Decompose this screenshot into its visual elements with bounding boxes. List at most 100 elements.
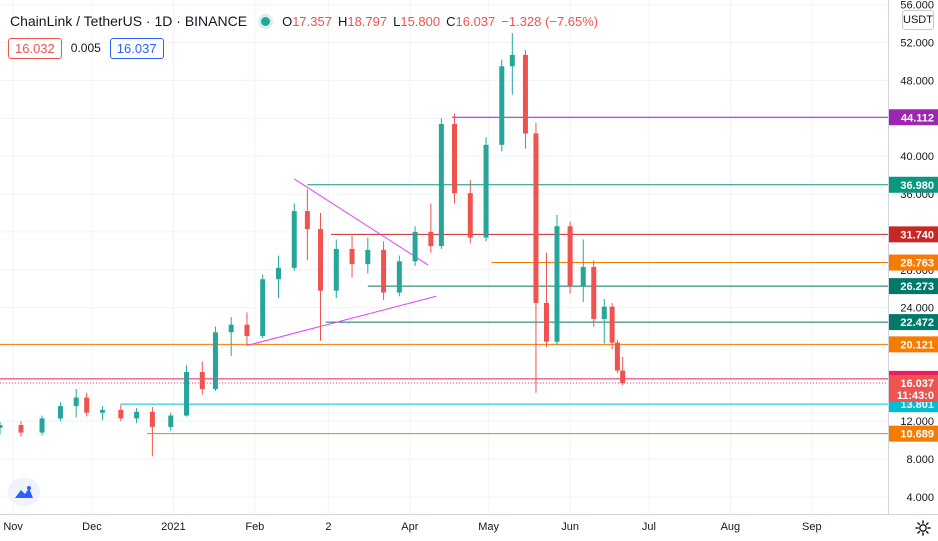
x-tick-label: Dec (82, 521, 102, 533)
candle-body (304, 211, 310, 230)
candle-body (483, 144, 489, 238)
candle-body (39, 418, 45, 433)
x-tick-label: Apr (401, 521, 418, 533)
candle-body (365, 249, 371, 265)
candle-body (522, 54, 528, 134)
y-tick-label: 52.000 (900, 38, 934, 50)
candle-body (381, 249, 387, 293)
x-tick-label: Feb (245, 521, 264, 533)
level-badge (889, 336, 938, 353)
y-tick-label: 12.000 (900, 416, 934, 428)
candle-body (554, 226, 560, 342)
y-tick-label: 24.000 (900, 303, 934, 315)
x-tick-label: Sep (802, 521, 822, 533)
currency-button[interactable]: USDT (902, 10, 934, 30)
trendline (293, 178, 429, 266)
candle-body (199, 372, 205, 390)
y-tick-label: 48.000 (900, 75, 934, 87)
countdown-label: 11:43:0 (897, 390, 934, 402)
level-badge (889, 314, 938, 331)
tradingview-logo-icon[interactable] (8, 478, 40, 506)
level-badge-label: 44.112 (901, 112, 934, 124)
candle-body (438, 124, 444, 247)
candle-body (244, 324, 250, 337)
x-tick-label: Jul (642, 521, 656, 533)
symbol-legend: ChainLink / TetherUS · 1D · BINANCE O17.… (10, 12, 604, 30)
candle-body (134, 411, 140, 419)
logo-graphic (15, 486, 33, 498)
candle-body (260, 279, 266, 337)
y-tick-label: 56.000 (900, 0, 934, 12)
level-badge (889, 176, 938, 193)
candle-body (499, 66, 505, 145)
candle-body (620, 370, 626, 384)
level-badge-label: 36.980 (900, 180, 934, 192)
buy-button[interactable]: 16.037 (109, 37, 164, 59)
candle-body (601, 306, 607, 320)
candle-body (580, 266, 586, 286)
candle-body (184, 372, 190, 416)
level-badge (889, 109, 938, 126)
candle-body (349, 248, 355, 265)
candle-body (118, 409, 124, 419)
trendline (246, 295, 437, 346)
candle-body (228, 324, 234, 333)
candle-body (509, 54, 515, 67)
level-badge-label: 31.740 (900, 229, 934, 241)
candle-body (543, 302, 549, 342)
candle-body (567, 226, 573, 286)
live-dot-icon (261, 16, 271, 26)
y-tick-label: 4.000 (906, 492, 934, 504)
candle-body (533, 133, 539, 303)
x-tick-label: Aug (721, 521, 741, 533)
candle-body (99, 409, 105, 413)
candle-body (168, 415, 174, 427)
y-tick-label: 8.000 (906, 454, 934, 466)
ohlc-low: L15.800 (393, 13, 441, 29)
symbol-title[interactable]: ChainLink / TetherUS · 1D · BINANCE (10, 13, 248, 29)
candle-body (57, 406, 63, 419)
level-badge-label: 20.121 (900, 339, 934, 351)
gear-icon[interactable] (912, 518, 934, 538)
candle-body (149, 411, 155, 427)
y-tick-label: 40.000 (900, 151, 934, 163)
candle-body (467, 193, 473, 238)
level-badge (889, 226, 938, 243)
candle-body (333, 248, 339, 291)
level-badge (889, 278, 938, 295)
candle-body (18, 425, 24, 433)
level-badge-label: 26.273 (900, 281, 934, 293)
candle-body (275, 267, 281, 280)
last-price-badge (889, 375, 938, 403)
level-badge-label: 22.472 (900, 317, 934, 329)
level-badge-label: 13.801 (900, 399, 934, 411)
level-badge (889, 425, 938, 442)
sell-button[interactable]: 16.032 (8, 37, 62, 59)
candle-body (396, 261, 402, 293)
quote-row: 16.032 0.005 16.037 (8, 37, 164, 59)
x-tick-label: May (478, 521, 499, 533)
candle-body (412, 231, 418, 262)
last-price-label: 16.037 (900, 378, 934, 390)
gear-graphic (915, 520, 931, 536)
x-tick-label: Nov (3, 521, 23, 533)
x-tick-label: 2021 (161, 521, 185, 533)
ohlc-close: C16.037 (446, 13, 496, 29)
level-badge-label: 10.689 (900, 429, 934, 441)
candle-body (614, 342, 620, 371)
candle-body (73, 397, 79, 407)
candle-body (212, 332, 218, 390)
level-badge (889, 254, 938, 271)
candle-body (609, 306, 615, 343)
candle-body (84, 397, 90, 413)
candle-body (0, 425, 3, 428)
ohlc-change: −1.328 (−7.65%) (501, 13, 599, 29)
candle-body (428, 231, 434, 247)
candle-body (291, 211, 297, 268)
candle-body (318, 229, 324, 291)
ohlc-open: O17.357 (282, 13, 332, 29)
x-tick-label: 2 (325, 521, 331, 533)
x-tick-label: Jun (561, 521, 579, 533)
